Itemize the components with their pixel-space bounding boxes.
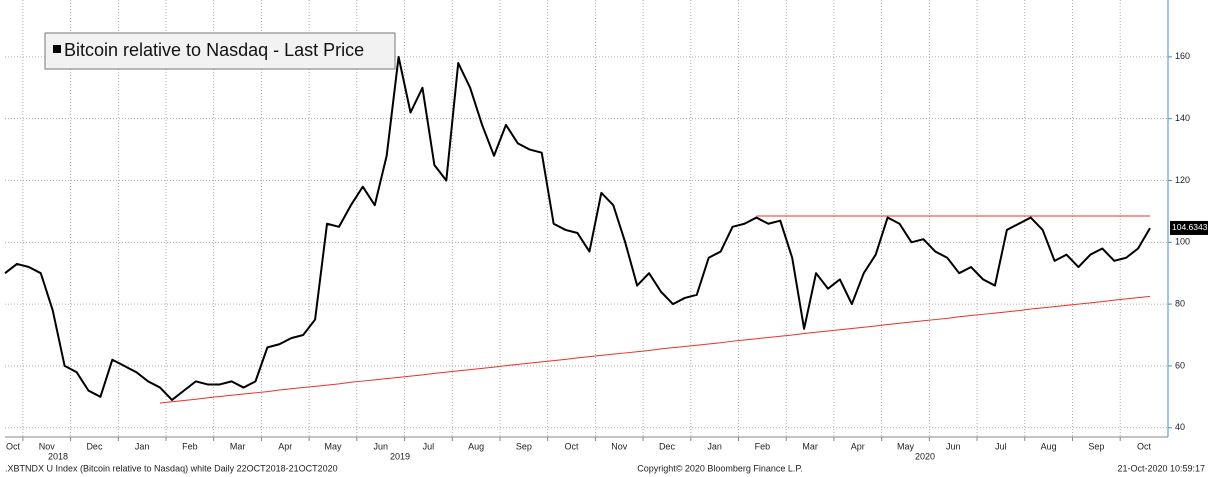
last-price-label: 104.6343: [1172, 222, 1208, 232]
footer-left: .XBTNDX U Index (Bitcoin relative to Nas…: [5, 463, 338, 473]
last-price-box: [1170, 220, 1208, 235]
x-tick-label: Jan: [135, 441, 150, 451]
y-tick-label: 120: [1175, 175, 1190, 185]
x-tick-label: Nov: [39, 441, 56, 451]
x-tick-label: Mar: [802, 441, 818, 451]
x-tick-label: May: [897, 441, 915, 451]
x-tick-label: Dec: [86, 441, 103, 451]
reference-line: [159, 295, 1151, 404]
x-tick-label: Nov: [611, 441, 628, 451]
x-tick-label: Apr: [278, 441, 292, 451]
x-tick-label: Oct: [565, 441, 580, 451]
x-tick-label: Aug: [468, 441, 484, 451]
year-label: 2019: [390, 451, 410, 461]
y-tick-label: 60: [1175, 360, 1185, 370]
legend-swatch: [53, 45, 61, 53]
series-line: [4, 55, 1151, 401]
x-tick-label: Mar: [230, 441, 246, 451]
x-tick-label: Oct: [6, 441, 21, 451]
x-tick-label: May: [324, 441, 342, 451]
footer-right: 21-Oct-2020 10:59:17: [1117, 463, 1205, 473]
y-tick-label: 160: [1175, 51, 1190, 61]
x-tick-label: Aug: [1041, 441, 1057, 451]
x-tick-label: Feb: [755, 441, 771, 451]
legend-box: [44, 32, 396, 70]
x-tick-label: Sep: [516, 441, 532, 451]
y-tick-label: 100: [1175, 237, 1190, 247]
x-tick-label: Sep: [1088, 441, 1104, 451]
x-tick-label: Feb: [182, 441, 198, 451]
x-tick-label: Oct: [1137, 441, 1152, 451]
y-tick-label: 40: [1175, 422, 1185, 432]
footer-center: Copyright© 2020 Bloomberg Finance L.P.: [637, 463, 803, 473]
x-tick-label: Jun: [946, 441, 961, 451]
x-tick-label: Jan: [707, 441, 722, 451]
x-tick-label: Jul: [423, 441, 435, 451]
x-tick-label: Jul: [995, 441, 1007, 451]
y-tick-label: 80: [1175, 298, 1185, 308]
legend-label: Bitcoin relative to Nasdaq - Last Price: [64, 40, 364, 60]
y-tick-label: 140: [1175, 113, 1190, 123]
x-tick-label: Apr: [851, 441, 865, 451]
year-label: 2018: [48, 451, 68, 461]
year-label: 2020: [915, 451, 935, 461]
x-tick-label: Dec: [659, 441, 676, 451]
x-tick-label: Jun: [373, 441, 388, 451]
